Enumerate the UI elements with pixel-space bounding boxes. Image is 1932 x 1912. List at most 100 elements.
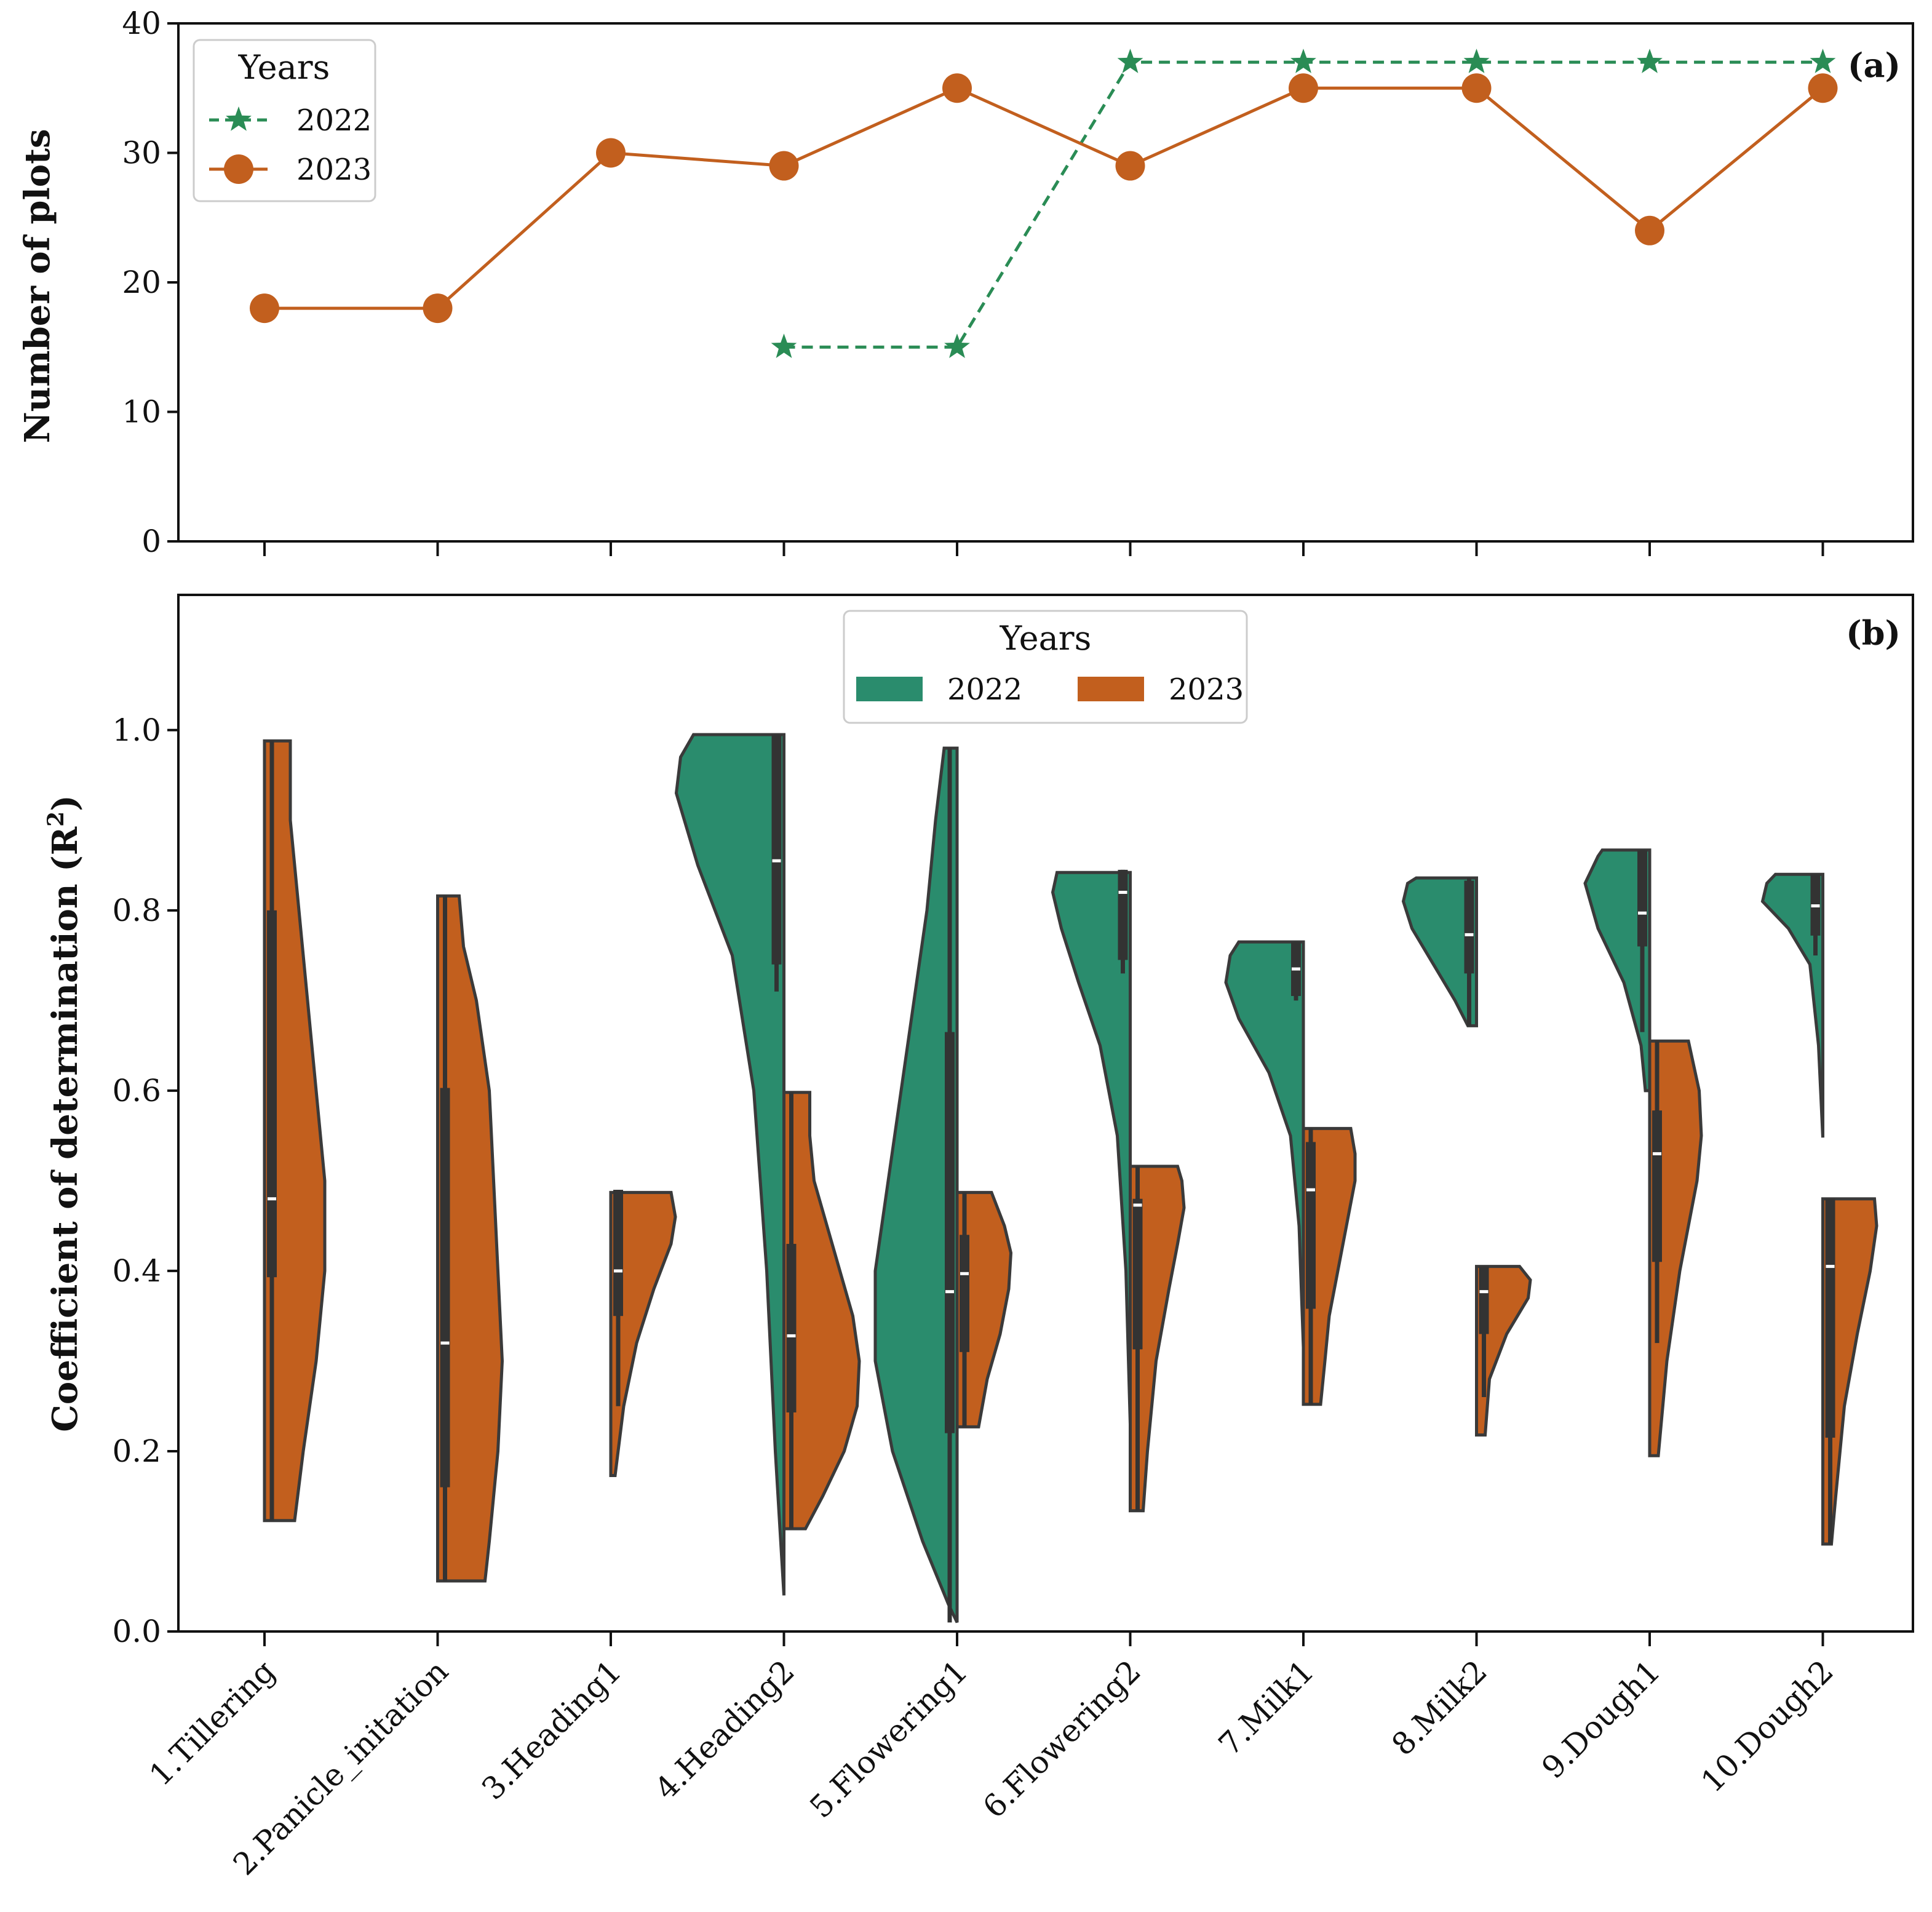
panel-b-y-tick-label: 0.0 <box>112 1614 161 1649</box>
panel-b-frame <box>177 594 1914 1633</box>
legend-2023-patch <box>1078 677 1144 701</box>
violin-2023-iqr-box <box>1306 1142 1316 1309</box>
panel-a-y-ticks: 0 10 20 30 40 <box>122 6 178 559</box>
series-2023-point <box>250 293 279 324</box>
violin-2023-iqr-box <box>440 1088 450 1488</box>
violin-2023-iqr-box <box>960 1235 969 1352</box>
panel-b-tag: (b) <box>1846 613 1901 653</box>
panel-a-series <box>250 49 1838 358</box>
violin-2023 <box>436 894 504 1583</box>
legend-2022-star-marker <box>226 106 252 131</box>
panel-a-frame <box>177 22 1914 543</box>
violin-2022 <box>1583 848 1652 1093</box>
x-category-label: 9.Dough1 <box>1535 1653 1667 1785</box>
series-2023-point <box>596 138 626 168</box>
series-2023-point <box>942 73 972 103</box>
series-2023-point <box>769 151 799 181</box>
x-category-label: 8.Milk2 <box>1385 1653 1494 1762</box>
series-2023-point <box>1461 73 1492 103</box>
x-category-label: 1.Tillering <box>143 1653 282 1793</box>
panel-a-legend-title: Years <box>238 48 330 87</box>
violin-2023 <box>782 1091 861 1531</box>
violin-2022 <box>674 733 785 1596</box>
panel-b-y-tick-label: 1.0 <box>112 712 161 748</box>
violin-2023-iqr-box <box>267 910 277 1278</box>
x-category-label: 5.Flowering1 <box>803 1653 974 1825</box>
panel-b-y-tick-label: 0.2 <box>112 1433 161 1469</box>
panel-b-y-axis-title: Coefficient of determination (R2) <box>43 795 85 1432</box>
violin-2023-iqr-box <box>1479 1266 1489 1334</box>
x-category-label: 3.Heading1 <box>475 1653 628 1806</box>
violin-2023-iqr-box <box>1825 1198 1835 1438</box>
violin-2023-iqr-box <box>786 1243 797 1412</box>
series-2023-point <box>1115 151 1145 181</box>
violin-2022-iqr-box <box>771 735 782 965</box>
violin-2023 <box>1302 1126 1357 1406</box>
x-category-label: 6.Flowering2 <box>976 1653 1148 1825</box>
violin-2023 <box>1475 1265 1532 1437</box>
violin-2023 <box>1821 1197 1878 1546</box>
series-2022-point <box>1463 49 1490 73</box>
panel-b-violin-chart: 0.0 0.2 0.4 0.6 0.8 1.0 1.Tillering2.Panicle_… <box>43 594 1914 1882</box>
panel-b-violins <box>263 733 1878 1623</box>
panel-a-x-ticks <box>263 541 1824 556</box>
panel-a-line-chart: 0 10 20 30 40 Number of plots (a) Years 2022… <box>17 6 1914 559</box>
violin-2022 <box>1760 872 1824 1138</box>
panel-b-y-axis-title-superscript: 2 <box>43 811 69 827</box>
series-2023-point <box>423 293 453 324</box>
panel-b-y-ticks: 0.0 0.2 0.4 0.6 0.8 1.0 <box>112 712 178 1649</box>
series-2023-point <box>1289 73 1318 103</box>
x-category-label: 4.Heading2 <box>648 1653 801 1806</box>
panel-b-y-tick-label: 0.4 <box>112 1253 161 1289</box>
series-2023-point <box>1635 215 1664 245</box>
panel-b-legend-frame <box>843 610 1248 724</box>
violin-2023 <box>1129 1165 1186 1513</box>
panel-b-y-axis-title-main: Coefficient of determination (R <box>45 826 85 1432</box>
panel-b-legend-title: Years <box>1000 619 1092 658</box>
panel-b-y-axis-title-close: ) <box>45 795 85 811</box>
violin-2022-iqr-box <box>1464 880 1474 974</box>
panel-a-y-axis-title: Number of plots <box>17 129 58 443</box>
violin-2022-iqr-box <box>1637 850 1647 947</box>
violin-2022 <box>873 746 959 1623</box>
series-2023-point <box>1808 73 1838 103</box>
series-2022-point <box>944 333 970 358</box>
violin-2023 <box>609 1190 677 1477</box>
series-2022-point <box>1290 49 1316 73</box>
series-2022-point <box>1117 49 1143 73</box>
violin-2023-iqr-box <box>613 1190 623 1316</box>
legend-2023-label: 2023 <box>296 153 372 187</box>
series-2022-point <box>1810 49 1836 73</box>
legend-2022-patch <box>856 677 923 701</box>
violin-2023 <box>955 1190 1013 1428</box>
violin-2023-iqr-box <box>1132 1198 1143 1350</box>
x-category-label: 7.Milk1 <box>1212 1653 1321 1762</box>
series-2022-point <box>1637 49 1663 73</box>
legend-2023-circle-marker <box>224 154 253 184</box>
panel-a-tag: (a) <box>1848 46 1901 85</box>
panel-b-y-tick-label: 0.8 <box>112 893 161 928</box>
violin-2022 <box>1401 876 1478 1027</box>
series-2022-line <box>784 60 1823 349</box>
x-category-label: 10.Dough2 <box>1694 1653 1840 1799</box>
panel-b-legend: Years 2022 2023 <box>843 610 1248 724</box>
violin-2022-iqr-box <box>1118 869 1128 960</box>
violin-2023 <box>263 739 327 1523</box>
series-2023-line <box>264 86 1824 310</box>
violin-2022-iqr-box <box>945 1032 955 1433</box>
violin-2022 <box>1051 870 1132 1425</box>
violin-2023 <box>1648 1039 1703 1457</box>
violin-2023-iqr-box <box>1652 1110 1662 1262</box>
panel-b-y-tick-label: 0.6 <box>112 1073 161 1109</box>
panel-a-y-tick-label: 40 <box>122 6 161 41</box>
panel-a-y-tick-label: 0 <box>141 524 161 559</box>
panel-a-y-tick-label: 20 <box>122 265 161 300</box>
series-2022-point <box>771 333 797 358</box>
panel-a-y-tick-label: 30 <box>122 135 161 171</box>
legend-2022-label: 2022 <box>296 103 372 138</box>
panel-a-y-tick-label: 10 <box>122 394 161 430</box>
legend-b-2023-label: 2023 <box>1169 672 1244 707</box>
violin-2022 <box>1224 940 1305 1348</box>
